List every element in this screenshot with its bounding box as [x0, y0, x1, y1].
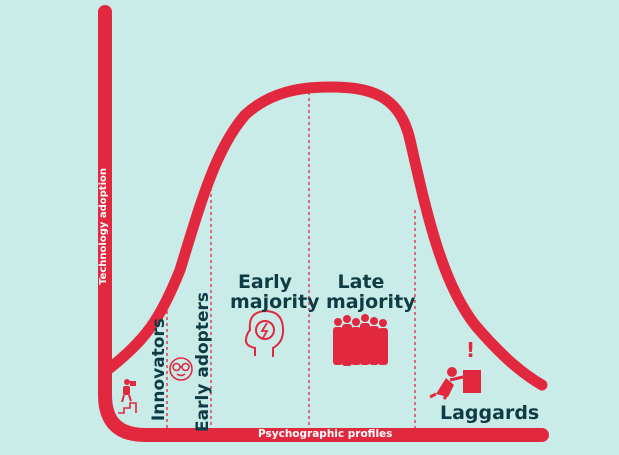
glasses-face-icon: [169, 357, 193, 381]
early-majority-line2: majority: [230, 291, 320, 313]
exclamation-mark: !: [466, 338, 476, 362]
segment-label-innovators: Innovators: [149, 318, 169, 422]
person-with-box-icon: [429, 367, 481, 400]
early-majority-line1: Early: [237, 271, 293, 293]
stairs-person-icon: [118, 379, 137, 414]
late-majority-line2: majority: [326, 291, 416, 313]
segment-label-laggards: Laggards: [440, 402, 540, 424]
y-axis-label: Technology adoption: [98, 168, 109, 285]
x-axis-label: Psychographic profiles: [258, 428, 393, 440]
crowd-icon: [333, 314, 388, 366]
adoption-curve: [104, 81, 548, 391]
segment-label-early-majority: Early majority: [230, 271, 320, 313]
head-lightning-icon: [244, 309, 285, 357]
segment-label-early-adopters: Early adopters: [193, 292, 213, 432]
axis-frame: [98, 5, 549, 442]
segment-label-late-majority: Late majority: [326, 271, 416, 313]
late-majority-line1: Late: [337, 271, 385, 293]
